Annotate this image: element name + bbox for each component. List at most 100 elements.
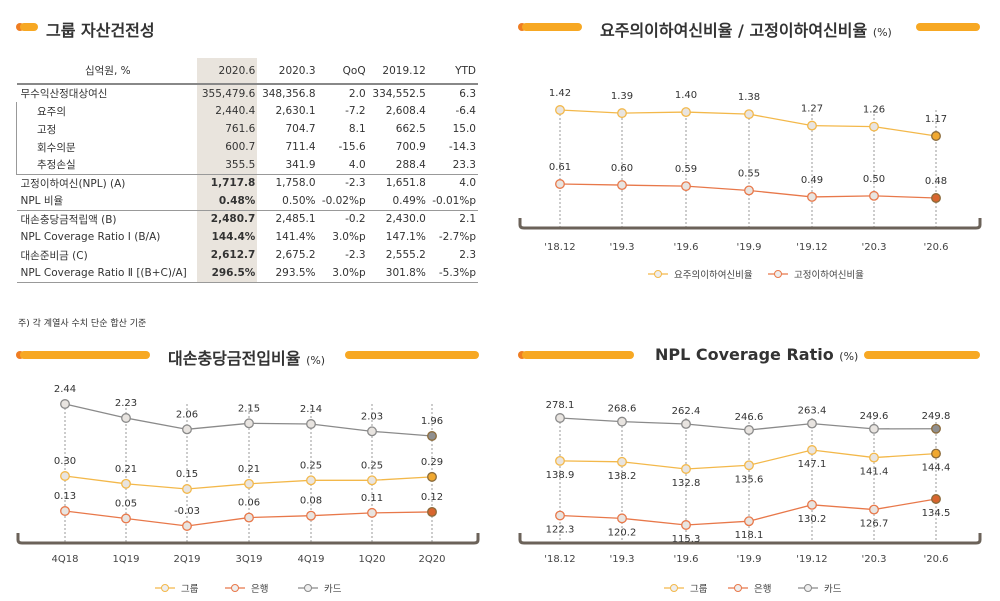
data-point: [306, 475, 316, 486]
row-label: NPL 비율: [20, 195, 64, 208]
data-label: 138.2: [608, 471, 637, 482]
data-label: 138.9: [546, 470, 575, 481]
table-row: 고정 761.6 704.7 8.1 662.5 15.0: [16, 120, 479, 138]
x-tick-label: '19.6: [673, 242, 698, 253]
row-label: NPL Coverage Ratio I (B/A): [20, 231, 161, 243]
x-tick-label: 4Q19: [298, 554, 325, 565]
data-point: [744, 109, 754, 120]
data-label: 0.48: [925, 176, 947, 187]
x-axis: [16, 533, 480, 545]
data-label: 144.4: [922, 463, 951, 474]
data-point: [744, 460, 754, 471]
legend-marker-icon: [304, 584, 312, 592]
table-cell: -15.6: [338, 141, 366, 153]
table-cell: 296.5%: [197, 264, 258, 283]
legend-marker-icon: [734, 584, 742, 592]
data-point: [306, 419, 316, 429]
x-tick-label: '20.6: [923, 242, 948, 253]
table-cell: 355,479.6: [197, 84, 258, 102]
data-point: [306, 510, 316, 521]
data-point: [555, 455, 565, 466]
data-label: 2.14: [300, 404, 322, 415]
data-point: [807, 499, 817, 510]
data-point: [744, 516, 754, 527]
x-tick-label: '19.12: [796, 554, 827, 565]
table-cell: 141.4%: [275, 231, 316, 243]
data-label: 141.4: [860, 467, 889, 478]
data-label: 0.50: [863, 174, 885, 185]
data-point: [555, 105, 565, 115]
table-cell: 1,758.0: [257, 173, 318, 192]
data-label: 2.44: [54, 384, 76, 395]
data-point: [60, 471, 70, 481]
table-cell: 2.1: [427, 209, 478, 228]
data-point: [931, 131, 941, 141]
legend-marker-icon: [654, 270, 662, 278]
data-label: 2.03: [361, 411, 383, 422]
row-label: 고정이하여신(NPL) (A): [16, 173, 198, 192]
legend-label: 카드: [324, 584, 342, 595]
legend-label: 그룹: [690, 584, 708, 595]
chart2-title: 대손충당금전입비율 (%): [168, 345, 325, 369]
data-label: 0.61: [549, 162, 571, 173]
data-label: 249.8: [922, 411, 951, 422]
legend-label: 은행: [251, 583, 268, 595]
data-point: [121, 513, 131, 524]
table-cell: 2,555.2: [385, 249, 426, 261]
table-row: 무수익산정대상여신 355,479.6 348,356.8 2.0 334,552.5 6…: [17, 84, 479, 102]
table-cell: -0.2: [317, 209, 368, 228]
table-row: 요주의 2,440.4 2,630.1 -7.2 2,608.4 -6.4: [16, 102, 479, 120]
data-point: [681, 520, 691, 530]
chart1-unit: (%): [872, 26, 892, 39]
data-label: 1.96: [421, 416, 443, 427]
table-cell: 704.7: [285, 123, 316, 135]
table-cell: -0.01%p: [432, 194, 476, 207]
data-label: 126.7: [860, 519, 889, 530]
data-point: [869, 423, 879, 434]
legend-label: 은행: [754, 583, 771, 595]
data-label: 0.21: [238, 464, 260, 475]
data-label: 0.05: [115, 499, 137, 510]
x-tick-label: 2Q20: [419, 554, 446, 565]
table-cell: -5.3%p: [427, 264, 478, 283]
data-label: 2.15: [238, 403, 260, 414]
x-tick-label: '20.3: [861, 242, 886, 253]
row-label: 회수의문: [16, 138, 198, 156]
data-point: [182, 424, 192, 435]
table-row: 고정이하여신(NPL) (A) 1,717.8 1,758.0 -2.3 1,651.8…: [16, 173, 478, 192]
table-cell: 1,717.8: [197, 173, 258, 192]
table-cell: 8.1: [348, 123, 366, 135]
table-cell: 288.4: [395, 158, 426, 171]
table-cell: 700.9: [395, 141, 426, 153]
x-tick-label: 1Q19: [113, 554, 140, 565]
data-point: [182, 484, 192, 494]
table-row: 대손충당금적립액 (B) 2,480.7 2,485.1 -0.2 2,430.0 2.1: [16, 209, 478, 228]
data-label: 0.21: [115, 464, 137, 475]
data-label: 1.40: [675, 90, 697, 101]
data-point: [555, 510, 565, 521]
data-point: [931, 193, 941, 203]
data-point: [931, 423, 941, 434]
table-cell: 341.9: [285, 158, 316, 171]
table-cell: -7.2: [345, 105, 366, 117]
table-cell: 2,630.1: [275, 105, 316, 117]
data-point: [182, 521, 192, 531]
table-cell: 711.4: [285, 141, 316, 153]
chart3-title-text: NPL Coverage Ratio: [655, 345, 834, 364]
x-tick-label: '19.12: [796, 242, 827, 253]
table-row: NPL 비율 0.48% 0.50% -0.02%p 0.49% -0.01%p: [17, 192, 479, 210]
data-point: [121, 413, 131, 423]
table-cell: 600.7: [197, 138, 258, 156]
data-label: 268.6: [608, 404, 637, 415]
data-label: 0.13: [54, 491, 76, 502]
data-point: [367, 507, 377, 518]
table-cell: -14.3: [448, 141, 476, 153]
data-point: [807, 120, 817, 131]
table-cell: 2,480.7: [197, 209, 258, 228]
data-point: [244, 512, 254, 523]
title-bar: [864, 351, 980, 359]
data-label: 1.38: [738, 92, 760, 103]
table-cell: 2.0: [348, 87, 366, 100]
table-row: 추정손실 355.5 341.9 4.0 288.4 23.3: [16, 156, 479, 174]
